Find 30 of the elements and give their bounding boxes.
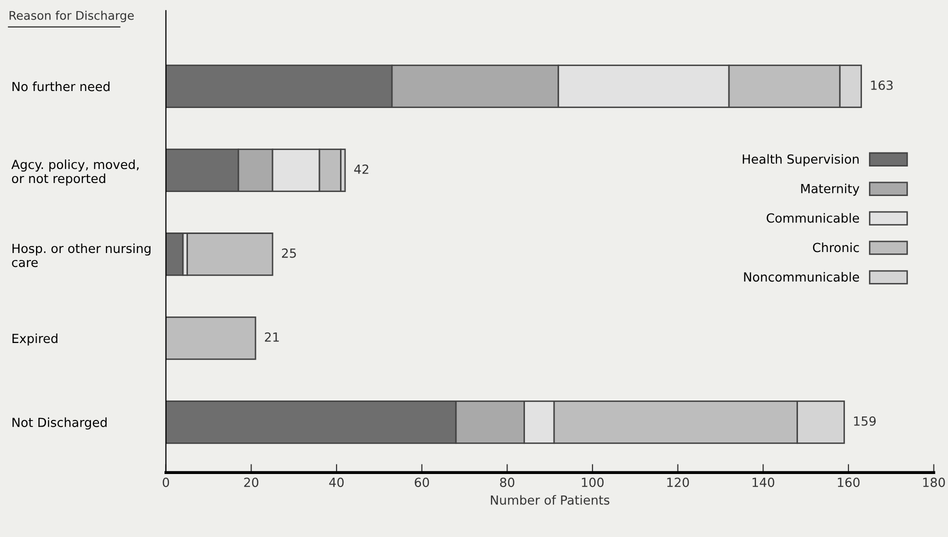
y-tick-label: Expired [12, 333, 58, 346]
legend-label: Noncommunicable [744, 272, 860, 282]
total-label: 25 [282, 248, 296, 258]
bar [166, 316, 256, 360]
bar [166, 232, 184, 276]
bar [186, 232, 274, 276]
x-tick-label: 140 [752, 478, 774, 488]
y-tick-label: Agcy. policy, moved, or not reported [11, 159, 139, 186]
y-tick-label: Not Discharged [12, 417, 107, 430]
x-tick-label: 100 [582, 478, 604, 488]
x-tick-label: 120 [667, 478, 689, 488]
x-tick-label: 180 [923, 478, 945, 488]
total-label: 159 [854, 416, 876, 426]
legend-label: Health Supervision [742, 154, 859, 166]
y-tick-label: No further need [12, 82, 110, 92]
x-tick-label: 160 [838, 478, 860, 488]
y-tick-label: Hosp. or other nursing care [12, 243, 150, 268]
total-label: 21 [264, 332, 279, 342]
y-axis-title: Reason for Discharge [10, 10, 134, 22]
x-tick-label: 0 [162, 478, 170, 488]
x-axis-title: Number of Patients [490, 495, 610, 505]
legend-label: Chronic [812, 242, 859, 252]
x-tick-label: 20 [244, 478, 258, 488]
x-tick-label: 60 [414, 478, 429, 488]
x-tick-label: 40 [329, 478, 344, 488]
legend-label: Maternity [801, 184, 860, 196]
total-label: 163 [871, 80, 893, 90]
x-tick-label: 80 [500, 478, 514, 488]
legend-label: Communicable [766, 213, 860, 223]
total-label: 42 [354, 164, 368, 174]
